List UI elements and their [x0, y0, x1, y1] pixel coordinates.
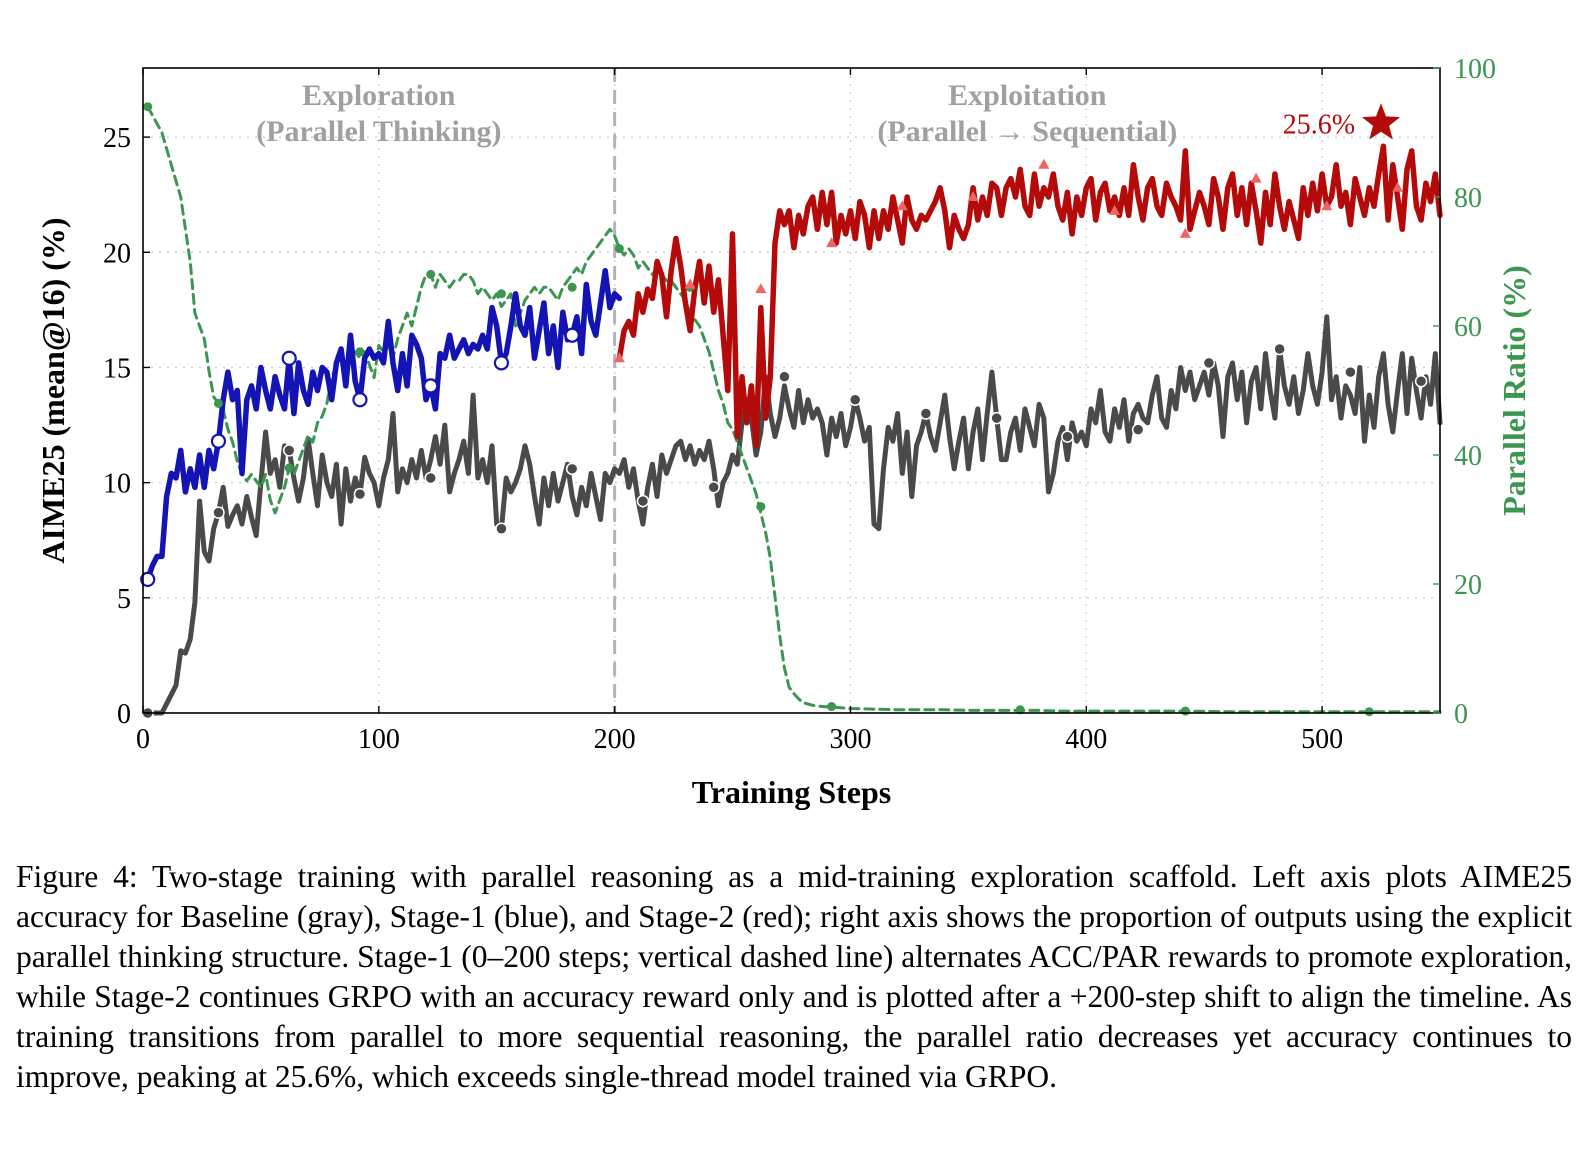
- left-tick-label: 0: [117, 699, 131, 730]
- baseline-marker: [919, 407, 933, 420]
- right-tick-label: 100: [1454, 54, 1496, 85]
- baseline-marker: [707, 481, 720, 494]
- parallel-ratio-marker: [355, 347, 365, 357]
- parallel-ratio-marker: [614, 244, 624, 254]
- left-axis-label: AIME25 (mean@16) (%): [35, 217, 71, 563]
- parallel-ratio-marker: [827, 702, 837, 712]
- parallel-ratio-marker: [143, 102, 153, 112]
- stage-2-marker: [967, 191, 979, 201]
- baseline-marker: [636, 494, 650, 508]
- left-tick-label: 20: [103, 238, 131, 269]
- stage-2-marker: [896, 200, 908, 211]
- parallel-ratio-marker: [756, 502, 766, 512]
- x-tick-label: 0: [136, 724, 150, 755]
- baseline-marker: [1061, 430, 1074, 443]
- parallel-ratio-marker: [567, 282, 577, 292]
- region-exploration-title: Exploration: [302, 79, 456, 112]
- stage-2-marker: [1321, 200, 1333, 211]
- baseline-marker: [848, 393, 862, 406]
- stage-2-line: [616, 143, 1443, 449]
- region-exploration-subtitle: (Parallel Thinking): [256, 115, 501, 148]
- figure-caption: Figure 4: Two-stage training with parall…: [16, 857, 1572, 1097]
- stage-1-marker: [493, 355, 510, 371]
- peak-star-icon: [1362, 103, 1401, 140]
- figure-caption-label: Figure 4:: [16, 859, 138, 894]
- x-tick-label: 300: [829, 724, 871, 755]
- stage-regions: Exploration (Parallel Thinking) Exploita…: [256, 68, 1177, 713]
- stage-1-marker: [210, 433, 227, 449]
- x-axis-label: Training Steps: [692, 774, 891, 810]
- x-tick-label: 400: [1065, 724, 1107, 755]
- stage-1-line: [144, 267, 623, 583]
- region-exploitation-subtitle: (Parallel → Sequential): [877, 115, 1177, 148]
- baseline-marker: [1202, 356, 1216, 370]
- right-tick-label: 80: [1454, 183, 1482, 214]
- left-tick-label: 15: [103, 353, 131, 384]
- baseline-marker: [565, 462, 579, 476]
- x-tick-label: 200: [594, 724, 636, 755]
- stage-2-marker: [755, 283, 767, 294]
- region-exploitation-title: Exploitation: [948, 79, 1107, 112]
- parallel-ratio-marker: [1015, 705, 1025, 715]
- baseline-marker: [212, 506, 225, 519]
- parallel-ratio-marker: [284, 463, 294, 473]
- stage-1-marker: [423, 378, 439, 394]
- parallel-ratio-marker: [1180, 706, 1190, 716]
- right-tick-label: 40: [1454, 441, 1482, 472]
- parallel-ratio-marker: [426, 269, 436, 279]
- baseline-marker: [1273, 342, 1286, 356]
- right-tick-label: 20: [1454, 570, 1482, 601]
- right-tick-label: 60: [1454, 312, 1482, 343]
- right-axis-ticks: 0 20 40 60 80 100: [1433, 54, 1496, 730]
- baseline-line: [145, 314, 1443, 716]
- x-axis-ticks: 0 100 200 300 400 500: [136, 68, 1343, 755]
- stage-2-marker: [1179, 227, 1191, 238]
- x-tick-label: 500: [1301, 724, 1343, 755]
- baseline-marker: [1344, 365, 1357, 379]
- stage-2-marker: [684, 278, 696, 289]
- figure-caption-text: Two-stage training with parallel reasoni…: [16, 859, 1572, 1094]
- parallel-ratio-marker: [213, 398, 223, 408]
- baseline-marker: [778, 370, 791, 383]
- series-layer: [144, 105, 1443, 716]
- left-tick-label: 25: [103, 123, 131, 154]
- baseline-marker: [282, 444, 296, 457]
- left-tick-label: 5: [117, 584, 131, 615]
- parallel-ratio-marker: [496, 289, 506, 299]
- stage-2-marker: [1392, 181, 1404, 192]
- stage-2-marker: [1038, 158, 1050, 169]
- plot-frame: [142, 67, 1441, 714]
- stage-2-marker: [1109, 204, 1121, 215]
- left-tick-label: 10: [103, 469, 131, 500]
- stage-1-marker: [352, 392, 368, 408]
- stage-1-marker: [564, 327, 580, 343]
- parallel-ratio-line: [146, 105, 1442, 714]
- baseline-marker: [1131, 423, 1145, 436]
- peak-label: 25.6%: [1283, 109, 1355, 140]
- stage-1-marker: [140, 571, 156, 587]
- peak-annotation: 25.6%: [1283, 103, 1401, 140]
- stage-2-marker: [826, 237, 838, 248]
- x-tick-label: 100: [358, 724, 400, 755]
- right-axis-label: Parallel Ratio (%): [1496, 265, 1532, 516]
- baseline-marker: [990, 411, 1003, 425]
- parallel-ratio-marker: [1364, 707, 1374, 717]
- baseline-marker: [353, 487, 367, 501]
- right-tick-label: 0: [1454, 699, 1468, 730]
- chart: Exploration (Parallel Thinking) Exploita…: [35, 54, 1532, 810]
- left-axis-ticks: 0 5 10 15 20 25: [103, 123, 150, 730]
- stage-2-marker: [1250, 172, 1262, 183]
- stage-1-marker: [281, 350, 297, 366]
- baseline-marker: [495, 522, 508, 535]
- baseline-marker: [1414, 375, 1428, 388]
- stage-2-marker: [613, 352, 625, 363]
- baseline-marker: [424, 471, 437, 485]
